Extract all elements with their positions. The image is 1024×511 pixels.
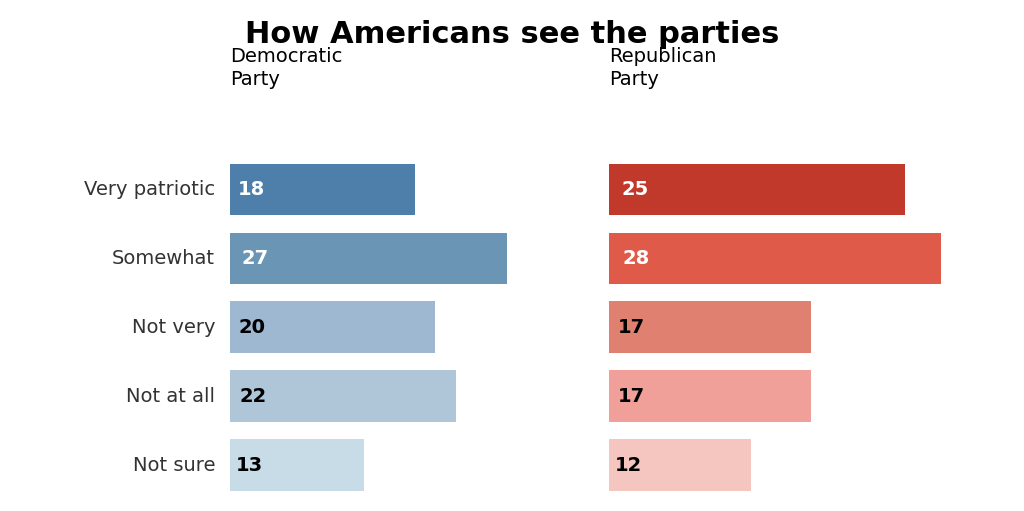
Text: How Americans see the parties: How Americans see the parties	[245, 20, 779, 50]
Text: 27: 27	[242, 248, 268, 268]
Text: 22: 22	[240, 386, 266, 406]
Text: Not at all: Not at all	[126, 386, 215, 406]
Text: 13: 13	[236, 455, 263, 475]
Text: Not very: Not very	[131, 317, 215, 337]
Text: 25: 25	[622, 179, 648, 199]
Text: 18: 18	[238, 179, 265, 199]
Text: Democratic
Party: Democratic Party	[230, 47, 343, 89]
Text: 12: 12	[615, 455, 642, 475]
Text: Somewhat: Somewhat	[112, 248, 215, 268]
Text: Republican
Party: Republican Party	[609, 47, 717, 89]
Text: 20: 20	[239, 317, 265, 337]
Text: 17: 17	[617, 386, 644, 406]
Text: 28: 28	[623, 248, 650, 268]
Text: 17: 17	[617, 317, 644, 337]
Text: Not sure: Not sure	[132, 455, 215, 475]
Text: Very patriotic: Very patriotic	[84, 179, 215, 199]
